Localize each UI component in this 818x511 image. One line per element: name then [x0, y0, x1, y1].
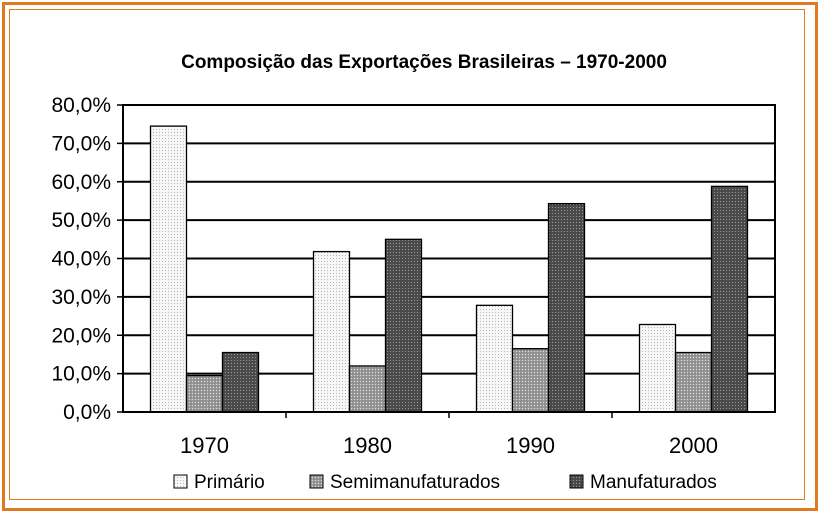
legend-label-semimanufaturados: Semimanufaturados — [330, 472, 500, 493]
y-tick-label: 50,0% — [51, 209, 111, 232]
bar-primário-1980 — [312, 250, 351, 413]
bar-primário-1970 — [149, 125, 188, 413]
y-tick-label: 30,0% — [51, 286, 111, 309]
y-tick-label: 10,0% — [51, 363, 111, 386]
legend-swatch-manufaturados — [569, 474, 584, 489]
y-tick-label: 60,0% — [51, 171, 111, 194]
x-tick-label: 1970 — [180, 433, 229, 458]
y-tick-label: 70,0% — [51, 132, 111, 155]
bar-manufaturados-2000 — [710, 185, 749, 413]
y-tick-label: 40,0% — [51, 248, 111, 271]
bar-semimanufaturados-1970 — [185, 374, 224, 413]
bar-semimanufaturados-2000 — [674, 351, 713, 413]
inner-frame — [9, 9, 805, 500]
y-tick-label: 0,0% — [63, 401, 111, 424]
bar-primário-2000 — [638, 323, 677, 413]
x-tick-label: 2000 — [669, 433, 718, 458]
legend-label-primário: Primário — [194, 472, 265, 493]
legend-swatch-semimanufaturados — [309, 474, 324, 489]
bar-semimanufaturados-1990 — [511, 348, 550, 413]
bar-manufaturados-1970 — [221, 351, 260, 413]
x-tick-label: 1990 — [506, 433, 555, 458]
bar-manufaturados-1990 — [547, 202, 586, 413]
legend-swatch-primário — [173, 474, 188, 489]
chart-title: Composição das Exportações Brasileiras –… — [181, 52, 667, 73]
bar-primário-1990 — [475, 304, 514, 413]
bar-manufaturados-1980 — [384, 238, 423, 413]
bar-semimanufaturados-1980 — [348, 365, 387, 413]
y-tick-label: 20,0% — [51, 324, 111, 347]
y-tick-label: 80,0% — [51, 94, 111, 117]
x-tick-label: 1980 — [343, 433, 392, 458]
legend-label-manufaturados: Manufaturados — [590, 472, 717, 493]
